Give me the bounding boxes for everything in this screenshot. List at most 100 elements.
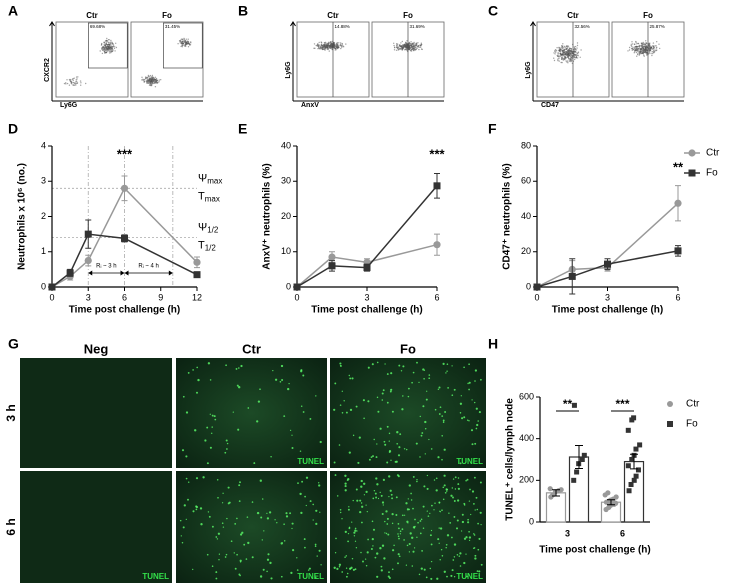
reference-label: T1/2 xyxy=(198,240,216,253)
flow-dot xyxy=(559,49,562,51)
tunel-signal xyxy=(370,547,373,551)
flow-gate xyxy=(88,22,128,69)
flow-dot xyxy=(651,50,653,53)
tunel-signal xyxy=(396,474,399,477)
flow-dot xyxy=(331,45,333,47)
tunel-signal xyxy=(446,575,448,578)
tunel-signal xyxy=(360,485,363,488)
panel-label: B xyxy=(238,3,248,19)
flow-dot xyxy=(411,46,413,48)
tunel-signal xyxy=(468,381,471,384)
tunel-signal xyxy=(367,366,370,369)
marker xyxy=(84,256,92,265)
tunel-signal xyxy=(274,519,276,521)
flow-dot xyxy=(642,49,645,51)
tunel-signal xyxy=(347,532,350,535)
micrograph xyxy=(176,471,327,583)
flow-dot xyxy=(574,50,576,52)
flow-dot xyxy=(108,39,110,41)
tunel-signal xyxy=(195,391,199,394)
arrow-head xyxy=(49,21,55,27)
x-axis-label: Time post challenge (h) xyxy=(311,305,423,316)
flow-dot xyxy=(187,46,190,48)
y-tick-label: 600 xyxy=(519,391,534,401)
tunel-signal xyxy=(465,553,467,555)
tunel-signal xyxy=(345,575,348,578)
tunel-signal xyxy=(384,443,387,446)
tunel-signal xyxy=(314,576,317,579)
flow-dot xyxy=(562,43,564,45)
tunel-signal xyxy=(349,377,352,380)
tunel-signal xyxy=(272,369,274,372)
tunel-signal xyxy=(216,479,219,481)
flow-dot xyxy=(420,44,422,47)
flow-dot xyxy=(416,47,418,49)
tunel-signal xyxy=(344,474,347,477)
tunel-signal xyxy=(197,378,200,382)
flow-dot xyxy=(320,41,322,43)
flow-dot xyxy=(180,39,182,41)
significance: *** xyxy=(117,146,133,161)
flow-dot xyxy=(394,47,396,49)
flow-dot xyxy=(420,43,423,46)
tunel-signal xyxy=(459,552,462,555)
tunel-signal xyxy=(209,379,212,381)
flow-gate-label: 32.56% xyxy=(574,24,589,29)
tunel-signal xyxy=(339,362,342,365)
flow-dot xyxy=(417,42,419,44)
tunel-signal xyxy=(305,504,307,507)
flow-dot xyxy=(333,46,335,49)
tunel-signal xyxy=(459,462,462,465)
flow-dot xyxy=(398,45,400,48)
tunel-signal xyxy=(192,369,194,371)
x-tick-label: 12 xyxy=(192,292,202,302)
flow-dot xyxy=(633,47,636,50)
flow-dot xyxy=(404,46,406,48)
flow-dot xyxy=(155,79,157,81)
flow-dot xyxy=(150,84,152,87)
y-axis-label: AnxV⁺ neutrophils (%) xyxy=(262,163,273,269)
flow-dot xyxy=(576,47,578,49)
tunel-signal xyxy=(280,364,284,368)
flow-dot xyxy=(115,42,117,44)
flow-dot xyxy=(563,45,566,48)
tunel-signal xyxy=(478,411,481,414)
flow-dot xyxy=(147,76,149,79)
flow-dot xyxy=(108,52,111,54)
tunel-signal xyxy=(195,477,199,480)
flow-dot xyxy=(562,47,565,49)
tunel-signal xyxy=(382,504,384,506)
tunel-signal xyxy=(397,535,400,538)
tunel-signal xyxy=(470,513,472,516)
tunel-signal xyxy=(391,522,394,525)
tunel-signal xyxy=(224,556,227,558)
flow-dot xyxy=(104,48,106,51)
marker xyxy=(328,262,336,270)
subscript: max xyxy=(207,176,222,185)
flow-dot xyxy=(333,43,335,45)
tunel-signal xyxy=(386,523,389,525)
tunel-signal xyxy=(434,408,437,411)
tunel-signal xyxy=(366,551,369,554)
tunel-signal xyxy=(402,365,405,368)
flow-dot xyxy=(631,49,633,51)
tunel-signal xyxy=(315,509,318,512)
tunel-signal xyxy=(453,515,456,518)
tunel-signal xyxy=(316,555,318,557)
tunel-signal xyxy=(347,540,350,543)
interval-label: Rᵢ ~ 3 h xyxy=(96,264,116,270)
x-axis-label: Time post challenge (h) xyxy=(552,305,664,316)
tunel-signal xyxy=(221,522,224,524)
tunel-signal xyxy=(388,432,391,435)
marker xyxy=(121,234,128,242)
flow-dot xyxy=(154,82,156,84)
tunel-signal xyxy=(454,476,457,479)
tunel-signal xyxy=(400,370,403,372)
flow-dot xyxy=(634,43,636,45)
tunel-signal xyxy=(388,571,390,574)
flow-dot xyxy=(631,45,633,48)
flow-group-label: Ctr xyxy=(86,11,98,20)
tunel-signal xyxy=(434,502,436,504)
tunel-signal xyxy=(182,395,185,398)
tunel-signal xyxy=(300,405,303,407)
